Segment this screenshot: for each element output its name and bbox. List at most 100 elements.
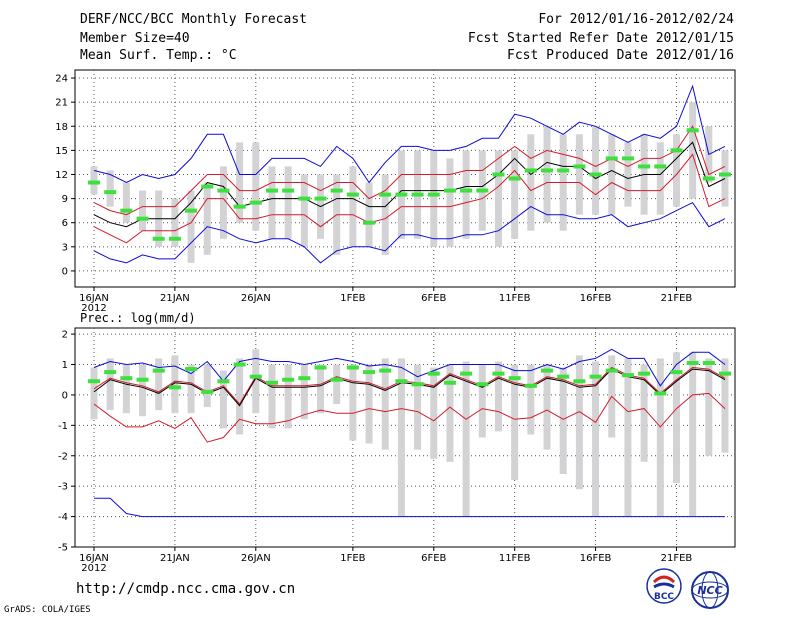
precipitation-range-bar bbox=[236, 358, 244, 435]
precipitation-upper-band-line bbox=[93, 366, 726, 405]
precipitation-range-bar bbox=[414, 364, 422, 450]
temperature-range-bar bbox=[608, 134, 616, 215]
precipitation-min-line bbox=[94, 497, 725, 518]
precipitation-range-bar bbox=[203, 364, 211, 408]
precipitation-range-bar bbox=[219, 370, 227, 429]
temperature-obs-marker bbox=[282, 188, 295, 193]
precipitation-range-bar bbox=[252, 349, 260, 414]
precipitation-range-bar bbox=[575, 355, 583, 490]
precipitation-obs-marker bbox=[363, 370, 376, 375]
precipitation-xtick-label: 16FEB bbox=[580, 553, 612, 564]
temperature-range-bar bbox=[672, 134, 680, 207]
forecast-produced-date: Fcst Produced Date 2012/01/16 bbox=[507, 48, 734, 63]
precipitation-range-bar bbox=[592, 361, 600, 517]
temperature-obs-marker bbox=[363, 220, 376, 225]
temperature-range-bar bbox=[656, 142, 664, 215]
precipitation-range-bar bbox=[268, 364, 276, 429]
precipitation-range-bar bbox=[90, 367, 98, 420]
precipitation-obs-marker bbox=[476, 382, 489, 387]
precipitation-ytick-label: 1 bbox=[62, 360, 68, 371]
temperature-obs-marker bbox=[379, 192, 392, 197]
precipitation-obs-marker bbox=[249, 374, 262, 379]
temperature-obs-marker bbox=[605, 156, 618, 161]
temperature-max-line bbox=[93, 84, 726, 184]
temperature-range-bar bbox=[252, 142, 260, 231]
precipitation-obs-marker bbox=[411, 382, 424, 387]
precipitation-range-bar bbox=[381, 358, 389, 450]
temperature-xtick-year: 2012 bbox=[81, 303, 106, 314]
precipitation-range-bar bbox=[317, 364, 325, 414]
precipitation-max-line bbox=[93, 348, 726, 387]
precipitation-obs-marker bbox=[638, 371, 651, 376]
temperature-obs-marker bbox=[621, 156, 634, 161]
precipitation-range-bar bbox=[656, 358, 664, 517]
precipitation-range-bar bbox=[106, 358, 114, 411]
temperature-obs-marker bbox=[233, 204, 246, 209]
temperature-ytick-label: 12 bbox=[55, 170, 68, 181]
temperature-obs-marker bbox=[217, 188, 230, 193]
precipitation-range-bar bbox=[333, 364, 341, 405]
temperature-ytick-label: 9 bbox=[62, 194, 68, 205]
precipitation-range-bar bbox=[543, 364, 551, 450]
precipitation-range-bar bbox=[284, 364, 292, 429]
precipitation-obs-marker bbox=[460, 371, 473, 376]
precipitation-ytick-label: -1 bbox=[58, 421, 68, 432]
precipitation-range-bar bbox=[349, 364, 357, 441]
temperature-range-bar bbox=[90, 166, 98, 195]
precipitation-obs-marker bbox=[233, 362, 246, 367]
temperature-ytick-label: 3 bbox=[62, 242, 68, 253]
temperature-obs-marker bbox=[168, 236, 181, 241]
source-url[interactable]: http://cmdp.ncc.cma.gov.cn bbox=[76, 581, 296, 597]
temperature-obs-marker bbox=[201, 184, 214, 189]
precipitation-ytick-label: -2 bbox=[58, 451, 68, 462]
temperature-obs-marker bbox=[120, 208, 133, 213]
precipitation-range-bar bbox=[494, 361, 502, 432]
precipitation-range-bar bbox=[430, 367, 438, 459]
temperature-obs-marker bbox=[524, 168, 537, 173]
precipitation-range-bar bbox=[462, 361, 470, 517]
precipitation-range-bar bbox=[705, 358, 713, 456]
member-size: Member Size=40 bbox=[80, 31, 190, 46]
precipitation-obs-marker bbox=[686, 360, 699, 365]
precipitation-obs-marker bbox=[605, 368, 618, 373]
temperature-xtick-label: 16JAN bbox=[79, 293, 109, 304]
temperature-obs-marker bbox=[136, 216, 149, 221]
temperature-xtick-label: 21FEB bbox=[661, 293, 693, 304]
precipitation-range-bar bbox=[171, 355, 179, 414]
ncc-logo: NCC bbox=[691, 571, 729, 609]
precipitation-range-bar bbox=[446, 364, 454, 462]
precipitation-xtick-label: 21FEB bbox=[661, 553, 693, 564]
precipitation-obs-marker bbox=[492, 371, 505, 376]
temperature-xtick-label: 11FEB bbox=[499, 293, 531, 304]
temperature-obs-marker bbox=[638, 164, 651, 169]
temperature-obs-marker bbox=[298, 196, 311, 201]
precipitation-obs-marker bbox=[524, 383, 537, 388]
temperature-ytick-label: 18 bbox=[55, 122, 68, 133]
temperature-obs-marker bbox=[185, 208, 198, 213]
precipitation-obs-marker bbox=[541, 368, 554, 373]
precipitation-range-bar bbox=[640, 364, 648, 462]
precipitation-range-bar bbox=[511, 364, 519, 481]
temperature-lower-band-line bbox=[93, 153, 726, 244]
variable-label: Mean Surf. Temp.: °C bbox=[80, 48, 237, 63]
precipitation-obs-marker bbox=[120, 376, 133, 381]
precipitation-obs-marker bbox=[621, 373, 634, 378]
precipitation-obs-marker bbox=[589, 374, 602, 379]
temperature-range-bar bbox=[575, 134, 583, 215]
precipitation-xtick-label: 1FEB bbox=[340, 553, 365, 564]
temperature-obs-marker bbox=[476, 188, 489, 193]
temperature-range-bar bbox=[543, 126, 551, 223]
precipitation-mean-line bbox=[93, 368, 726, 407]
temperature-range-bar bbox=[219, 166, 227, 239]
temperature-min-line bbox=[93, 201, 726, 264]
precipitation-range-bar bbox=[721, 358, 729, 453]
temperature-range-bar bbox=[187, 190, 195, 263]
temperature-obs-marker bbox=[88, 180, 100, 185]
precipitation-obs-marker bbox=[152, 368, 165, 373]
forecast-period: For 2012/01/16-2012/02/24 bbox=[538, 12, 734, 27]
precipitation-range-bar bbox=[187, 364, 195, 414]
temperature-obs-marker bbox=[670, 148, 683, 153]
precipitation-obs-marker bbox=[217, 379, 230, 384]
